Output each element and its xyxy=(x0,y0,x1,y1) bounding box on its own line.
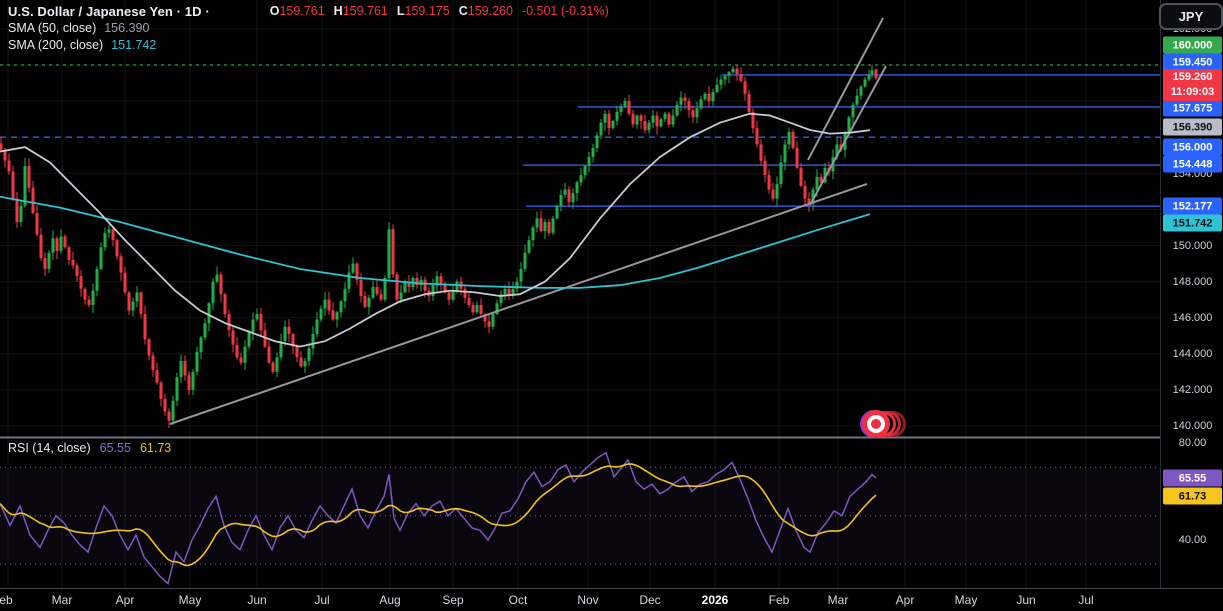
rsi-legend-row[interactable]: RSI (14, close) 65.55 61.73 xyxy=(8,441,171,455)
rsi-ma-value-label[interactable]: 61.73 xyxy=(1163,487,1222,505)
level-label-154448[interactable]: 154.448 xyxy=(1163,155,1222,173)
sma50-legend-row[interactable]: SMA (50, close) 156.390 xyxy=(8,20,609,37)
sma200-line[interactable] xyxy=(0,195,871,289)
axis-tick-146.000: 146.000 xyxy=(1172,312,1213,324)
change-value: -0.501 (-0.31%) xyxy=(521,4,609,18)
sma50-value-label[interactable]: 156.390 xyxy=(1163,118,1222,136)
time-label-eb: eb xyxy=(0,593,13,607)
time-label-2026: 2026 xyxy=(701,593,729,607)
time-label-Mar: Mar xyxy=(827,593,849,607)
chart-legend: U.S. Dollar / Japanese Yen · 1D · O159.7… xyxy=(8,3,609,54)
sma200-value: 151.742 xyxy=(111,38,157,52)
sma200-label: SMA (200, close) xyxy=(8,38,104,52)
time-label-May: May xyxy=(178,593,202,607)
sma200-value-label[interactable]: 151.742 xyxy=(1163,214,1222,232)
long-uptrend-line[interactable] xyxy=(169,182,868,425)
current-price-label[interactable]: 159.260 11:09:03 xyxy=(1163,69,1222,101)
time-label-Jul: Jul xyxy=(1078,593,1094,607)
rsi-value-label[interactable]: 65.55 xyxy=(1163,469,1222,487)
time-label-Feb: Feb xyxy=(768,593,790,607)
steep-channel-lower[interactable] xyxy=(809,65,887,206)
time-label-Dec: Dec xyxy=(639,593,661,607)
time-label-Aug: Aug xyxy=(379,593,401,607)
time-label-May: May xyxy=(954,593,978,607)
rsi-ma-line[interactable] xyxy=(0,463,877,567)
sma50-label: SMA (50, close) xyxy=(8,21,97,35)
close-value: 159.260 xyxy=(467,4,513,18)
axis-tick-80.00: 80.00 xyxy=(1178,437,1207,449)
axis-tick-148.000: 148.000 xyxy=(1172,276,1213,288)
candlestick-series xyxy=(0,65,878,428)
high-label: H xyxy=(333,4,343,18)
open-label: O xyxy=(269,4,280,18)
ohlc-readout: O159.761 H159.761 L159.175 C159.260 -0.5… xyxy=(270,3,609,20)
sma50-line[interactable] xyxy=(0,112,871,348)
time-label-Oct: Oct xyxy=(508,593,528,607)
level-label-159450[interactable]: 159.450 xyxy=(1163,53,1222,71)
low-value: 159.175 xyxy=(404,4,450,18)
level-label-157675[interactable]: 157.675 xyxy=(1163,99,1222,117)
sma50-value: 156.390 xyxy=(104,21,150,35)
time-axis[interactable]: eb Mar Apr May Jun Jul Aug Sep Oct Nov Dec 2026 Feb M… xyxy=(0,588,1223,611)
level-label-156[interactable]: 156.000 xyxy=(1163,138,1222,156)
level-label-160[interactable]: 160.000 xyxy=(1163,36,1222,54)
close-label: C xyxy=(458,4,468,18)
rsi-ma-value: 61.73 xyxy=(139,441,172,455)
rsi-line[interactable] xyxy=(0,451,877,585)
open-value: 159.761 xyxy=(279,4,325,18)
time-label-Jun: Jun xyxy=(1016,593,1036,607)
time-label-Jul: Jul xyxy=(314,593,330,607)
rsi-value: 65.55 xyxy=(99,441,131,455)
high-value: 159.761 xyxy=(342,4,388,18)
plot-area[interactable] xyxy=(0,0,1160,588)
time-label-Nov: Nov xyxy=(577,593,599,607)
axis-tick-150.000: 150.000 xyxy=(1172,240,1213,252)
sma200-legend-row[interactable]: SMA (200, close) 151.742 xyxy=(8,37,609,54)
currency-button[interactable]: JPY xyxy=(1159,3,1223,30)
low-label: L xyxy=(396,4,405,18)
axis-tick-144.000: 144.000 xyxy=(1172,348,1213,360)
time-label-Sep: Sep xyxy=(442,593,464,607)
time-label-Apr: Apr xyxy=(895,593,915,607)
axis-tick-140.000: 140.000 xyxy=(1172,420,1213,432)
time-label-Apr: Apr xyxy=(115,593,135,607)
time-label-Mar: Mar xyxy=(51,593,73,607)
axis-tick-40.00: 40.00 xyxy=(1178,534,1207,546)
time-label-Jun: Jun xyxy=(247,593,267,607)
rsi-label: RSI (14, close) xyxy=(8,441,91,455)
symbol-title[interactable]: U.S. Dollar / Japanese Yen · 1D · xyxy=(8,4,210,19)
bullseye-target-icon[interactable] xyxy=(858,409,906,440)
steep-channel-upper[interactable] xyxy=(807,17,884,161)
level-label-152177[interactable]: 152.177 xyxy=(1163,197,1222,215)
price-axis[interactable]: 162.000154.000150.000148.000146.000144.0… xyxy=(1160,0,1223,588)
axis-tick-142.000: 142.000 xyxy=(1172,384,1213,396)
